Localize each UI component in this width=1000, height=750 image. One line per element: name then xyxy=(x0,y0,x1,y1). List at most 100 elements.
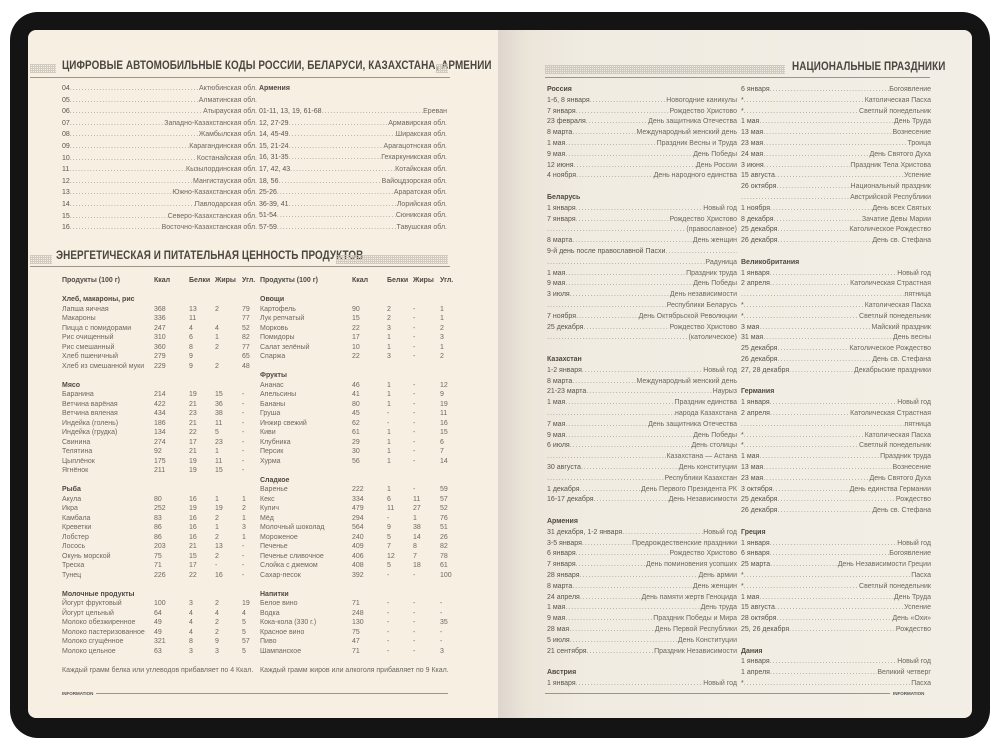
holiday-row: 13 мая Вознесение xyxy=(741,128,931,137)
holiday-row-value: День женщин xyxy=(692,237,737,245)
am-code-row-key: 25-26 xyxy=(259,189,277,197)
food-name: Бананы xyxy=(260,400,286,408)
holiday-row-dots xyxy=(776,614,892,623)
nutrient-value: 90 xyxy=(352,305,360,313)
nutrient-value: 19 xyxy=(189,457,197,465)
holiday-row-key: 1 января xyxy=(741,539,770,547)
holiday-row-key: 1-6, 8 января xyxy=(547,96,590,104)
nutrient-value: 229 xyxy=(154,362,166,370)
country-title: Австрия xyxy=(547,669,577,677)
food-name: Тунец xyxy=(62,571,82,579)
holiday-row-dots xyxy=(772,485,849,494)
food-name: Персик xyxy=(260,448,284,455)
holiday-row: 1 января Новый год xyxy=(547,204,737,213)
holiday-row: * Светлый понедельник xyxy=(741,582,931,591)
kz-code-row-key: 12 xyxy=(62,177,70,185)
nutrient-value: - xyxy=(242,429,245,436)
holiday-row-dots xyxy=(770,85,890,94)
kz-code-row-key: 07 xyxy=(62,119,70,127)
nutrient-value: 2 xyxy=(242,505,246,512)
nutrient-value: 226 xyxy=(154,571,166,579)
holiday-row-key: 3 июня xyxy=(741,161,764,169)
nutrient-value: 1 xyxy=(387,448,391,455)
holiday-row-dots xyxy=(547,301,667,310)
holiday-row-dots xyxy=(770,398,898,407)
holiday-row: 8 декабря Зачатие Девы Марии xyxy=(741,215,931,224)
kz-code-row-value: Атырауская обл. xyxy=(203,108,257,116)
holiday-row-key: 26 декабря xyxy=(741,237,778,245)
holiday-row-key: 28 января xyxy=(547,572,580,579)
nutrient-value: 26 xyxy=(440,533,448,541)
kz-code-row-key: 13 xyxy=(62,189,70,197)
holiday-row-dots xyxy=(572,582,693,591)
nutrient-value: 222 xyxy=(352,486,364,493)
footer-label: INFORMATION xyxy=(893,691,925,696)
am-code-row-value: Гехаркуникская обл. xyxy=(381,154,447,162)
food-name: Лосось xyxy=(62,543,86,550)
holiday-row: 5 июля День Конституции xyxy=(547,636,737,645)
holiday-row-key: 3 июля xyxy=(547,291,570,299)
holiday-row: 6 июля День столицы xyxy=(547,441,737,450)
nutrient-value: 45 xyxy=(352,410,360,417)
holiday-row-key: 24 апреля xyxy=(547,593,580,601)
nutrient-value: 19 xyxy=(189,467,197,474)
holiday-row: 7 ноября День Октябрьской Революции xyxy=(547,312,737,321)
holiday-row-dots xyxy=(569,625,655,634)
holiday-row-value: Успение xyxy=(904,604,931,612)
kz-code-row-key: 05 xyxy=(62,96,70,104)
nutrient-value: 3 xyxy=(440,334,444,341)
holiday-row-value: Светлый понедельник xyxy=(859,312,931,320)
holiday-row-key: 1 декабря xyxy=(547,485,580,493)
kz-code-row: 05 Алматинская обл. xyxy=(62,96,257,105)
nutrient-value: 52 xyxy=(242,324,250,332)
nutrient-value: 22 xyxy=(352,353,360,360)
nutrient-value: 17 xyxy=(189,438,197,446)
footer-rule xyxy=(545,693,890,694)
food-name: Спаржа xyxy=(260,353,286,360)
holiday-row-key: 7 января xyxy=(547,561,576,569)
holiday-row: 1 декабря День Первого Президента РК xyxy=(547,485,737,494)
nutrient-value: - xyxy=(387,609,390,617)
holiday-row-dots xyxy=(576,107,670,116)
nutrient-value: 9 xyxy=(189,362,193,370)
nutrient-value: - xyxy=(387,419,390,427)
holiday-row-value: День Первой Республики xyxy=(654,626,737,633)
holiday-row: 1 января Новый год xyxy=(547,679,737,688)
armenia-codes-title: Армения xyxy=(259,85,290,92)
codes-title: ЦИФРОВЫЕ АВТОМОБИЛЬНЫЕ КОДЫ РОССИИ, БЕЛА… xyxy=(62,60,492,72)
holiday-row: 7 января Рождество Христово xyxy=(547,107,737,116)
holiday-row-key: 9 мая xyxy=(547,150,566,158)
holiday-row-key: 1 мая xyxy=(547,399,566,407)
holiday-row: 8 марта День женщин xyxy=(547,236,737,245)
kz-code-row: 04 Актюбинская обл. xyxy=(62,84,257,93)
kz-code-row-dots xyxy=(70,84,199,93)
food-name: Молоко пастеризованное xyxy=(62,628,145,636)
holiday-row-dots xyxy=(789,625,896,634)
holiday-row-dots xyxy=(572,236,693,245)
holiday-row-key: 23 февраля xyxy=(547,118,586,126)
nutrient-value: 15 xyxy=(215,391,223,398)
holiday-row: 25 декабря Рождество Христово xyxy=(547,323,737,332)
am-code-row: 57-59 Тавушская обл. xyxy=(259,223,447,232)
nutrient-value: 22 xyxy=(189,429,197,436)
holiday-row-value: Национальный праздник xyxy=(850,183,931,191)
kz-code-row-value: Западно-Казахстанская обл. xyxy=(164,119,257,127)
holiday-row-dots xyxy=(576,312,639,321)
holiday-row-key: 7 января xyxy=(547,107,576,115)
am-code-row: 17, 42, 43 Котайкская обл. xyxy=(259,165,447,174)
nutrient-value: 294 xyxy=(352,514,364,522)
holiday-row-dots xyxy=(580,593,642,602)
nutrient-value: 13 xyxy=(189,305,197,313)
hatch-decoration xyxy=(545,65,785,74)
holiday-row: 7 января День поминовения усопших xyxy=(547,560,737,569)
kz-code-row: 06 Атырауская обл. xyxy=(62,107,257,116)
nutrient-value: 11 xyxy=(387,505,395,512)
food-name: Макароны xyxy=(62,315,96,322)
holiday-row: 3 мая Майский праздник xyxy=(741,323,931,332)
nutrient-value: 77 xyxy=(242,315,250,322)
nutrient-value: - xyxy=(413,343,416,351)
nutrient-value: - xyxy=(242,410,245,417)
nutrient-value: 1 xyxy=(387,334,391,341)
holiday-row-dots xyxy=(583,323,669,332)
holiday-row-value: День поминовения усопших xyxy=(645,561,737,569)
